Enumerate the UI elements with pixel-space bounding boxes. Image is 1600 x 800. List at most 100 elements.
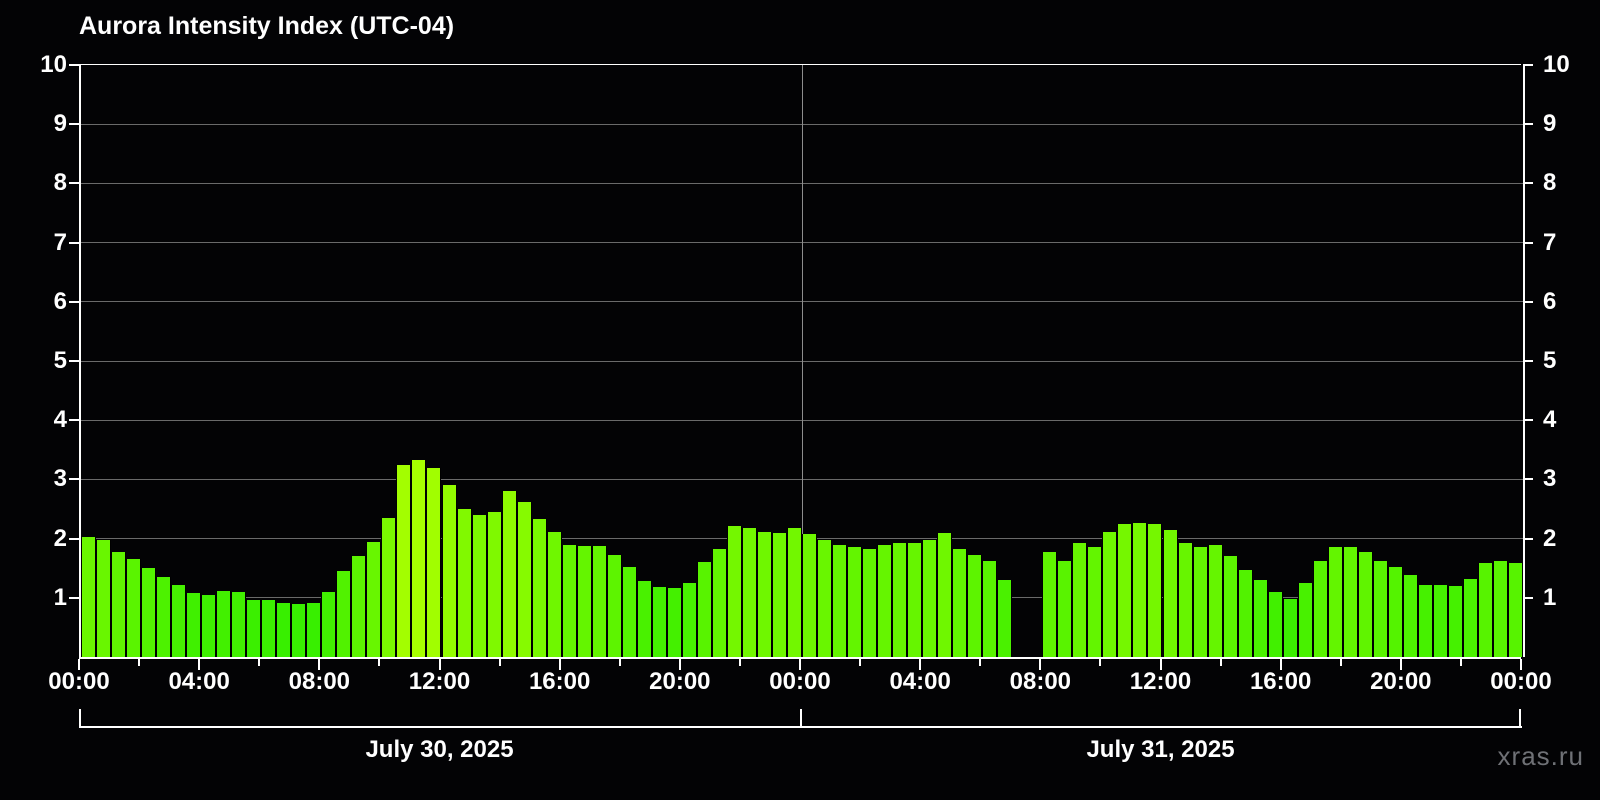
x-axis-label: 20:00: [649, 668, 711, 695]
x-tick: [498, 659, 501, 666]
y-tick: [69, 64, 79, 66]
y-axis-label: 6: [1543, 287, 1557, 315]
x-axis-label: 16:00: [528, 668, 591, 695]
bar: [441, 485, 457, 657]
x-tick: [618, 659, 621, 666]
y-tick: [1523, 64, 1533, 66]
bar: [1342, 547, 1358, 657]
bar: [1252, 580, 1268, 657]
bar: [1402, 575, 1418, 657]
plot-bottom-border: [79, 657, 1521, 659]
bar: [741, 527, 757, 657]
x-axis-label: 04:00: [889, 668, 951, 695]
bar: [1042, 551, 1058, 657]
x-axis-label: 20:00: [1370, 668, 1432, 695]
y-tick: [1523, 300, 1533, 303]
bar: [1132, 522, 1148, 657]
bar: [561, 544, 577, 657]
bar: [126, 559, 142, 657]
bar: [1447, 585, 1463, 657]
bar: [832, 544, 848, 657]
bar: [1117, 523, 1133, 657]
y-tick: [1523, 478, 1533, 481]
x-axis-label: 16:00: [1249, 668, 1312, 695]
y-axis-label: 9: [53, 110, 67, 138]
x-axis-label: 12:00: [1129, 668, 1192, 695]
x-axis-label: 04:00: [168, 668, 230, 695]
x-tick: [1219, 659, 1222, 666]
date-band: [79, 709, 1522, 728]
y-tick: [69, 123, 79, 126]
bar: [907, 543, 923, 657]
bar: [922, 540, 938, 657]
bar: [952, 549, 968, 657]
bar: [1222, 556, 1238, 657]
x-tick: [1279, 659, 1282, 670]
y-axis-label: 2: [53, 524, 67, 552]
bar-series: [81, 65, 1523, 657]
y-tick: [1523, 182, 1533, 185]
y-axis-label: 10: [40, 51, 67, 78]
y-axis-label: 4: [53, 406, 67, 434]
x-axis-label: 12:00: [408, 668, 471, 695]
y-tick: [1523, 360, 1533, 362]
y-axis-label: 1: [1543, 583, 1557, 611]
bar: [786, 527, 802, 657]
bar: [216, 590, 232, 657]
x-tick: [438, 659, 441, 670]
x-tick: [1339, 659, 1342, 666]
bar: [847, 547, 863, 657]
y-tick: [69, 596, 79, 599]
bar: [111, 551, 127, 657]
bar: [1087, 547, 1103, 657]
watermark: xras.ru: [1497, 741, 1584, 771]
bar: [276, 602, 292, 657]
bar: [1267, 591, 1283, 657]
y-tick: [1523, 123, 1533, 126]
x-tick: [919, 659, 922, 670]
x-axis-label: 08:00: [1009, 668, 1072, 695]
y-tick: [69, 360, 79, 362]
bar: [696, 562, 712, 657]
bar: [516, 501, 532, 657]
bar: [186, 593, 202, 657]
x-tick: [198, 659, 201, 670]
bar: [1312, 561, 1328, 657]
y-tick: [69, 241, 79, 244]
bar: [396, 464, 412, 657]
bar: [967, 555, 983, 657]
x-tick: [258, 659, 261, 666]
plot-area: [79, 65, 1525, 657]
y-tick: [1523, 537, 1533, 540]
day-divider-line: [802, 65, 803, 657]
bar: [1297, 583, 1313, 657]
y-axis-label: 7: [1543, 228, 1557, 256]
bar: [381, 517, 397, 657]
bar: [1492, 561, 1508, 657]
y-tick: [69, 537, 79, 540]
bar: [1147, 523, 1163, 657]
x-tick: [979, 659, 982, 666]
x-tick: [859, 659, 862, 666]
day-label: July 30, 2025: [365, 736, 514, 763]
y-axis-label: 8: [53, 169, 67, 197]
bar: [756, 531, 772, 657]
bar: [1162, 529, 1178, 657]
date-band-line: [79, 726, 1522, 728]
bar: [651, 587, 667, 657]
bar: [471, 514, 487, 657]
bar: [171, 584, 187, 657]
bar: [997, 580, 1013, 657]
bar: [246, 599, 262, 657]
bar: [1177, 542, 1193, 657]
day-label: July 31, 2025: [1086, 736, 1235, 763]
y-axis-label: 4: [1543, 406, 1557, 434]
x-tick: [378, 659, 381, 666]
y-axis-label: 3: [1543, 465, 1557, 493]
y-tick: [1523, 419, 1533, 422]
bar: [96, 540, 112, 657]
bar: [1237, 569, 1253, 657]
x-tick: [78, 659, 80, 670]
x-tick: [1459, 659, 1462, 666]
